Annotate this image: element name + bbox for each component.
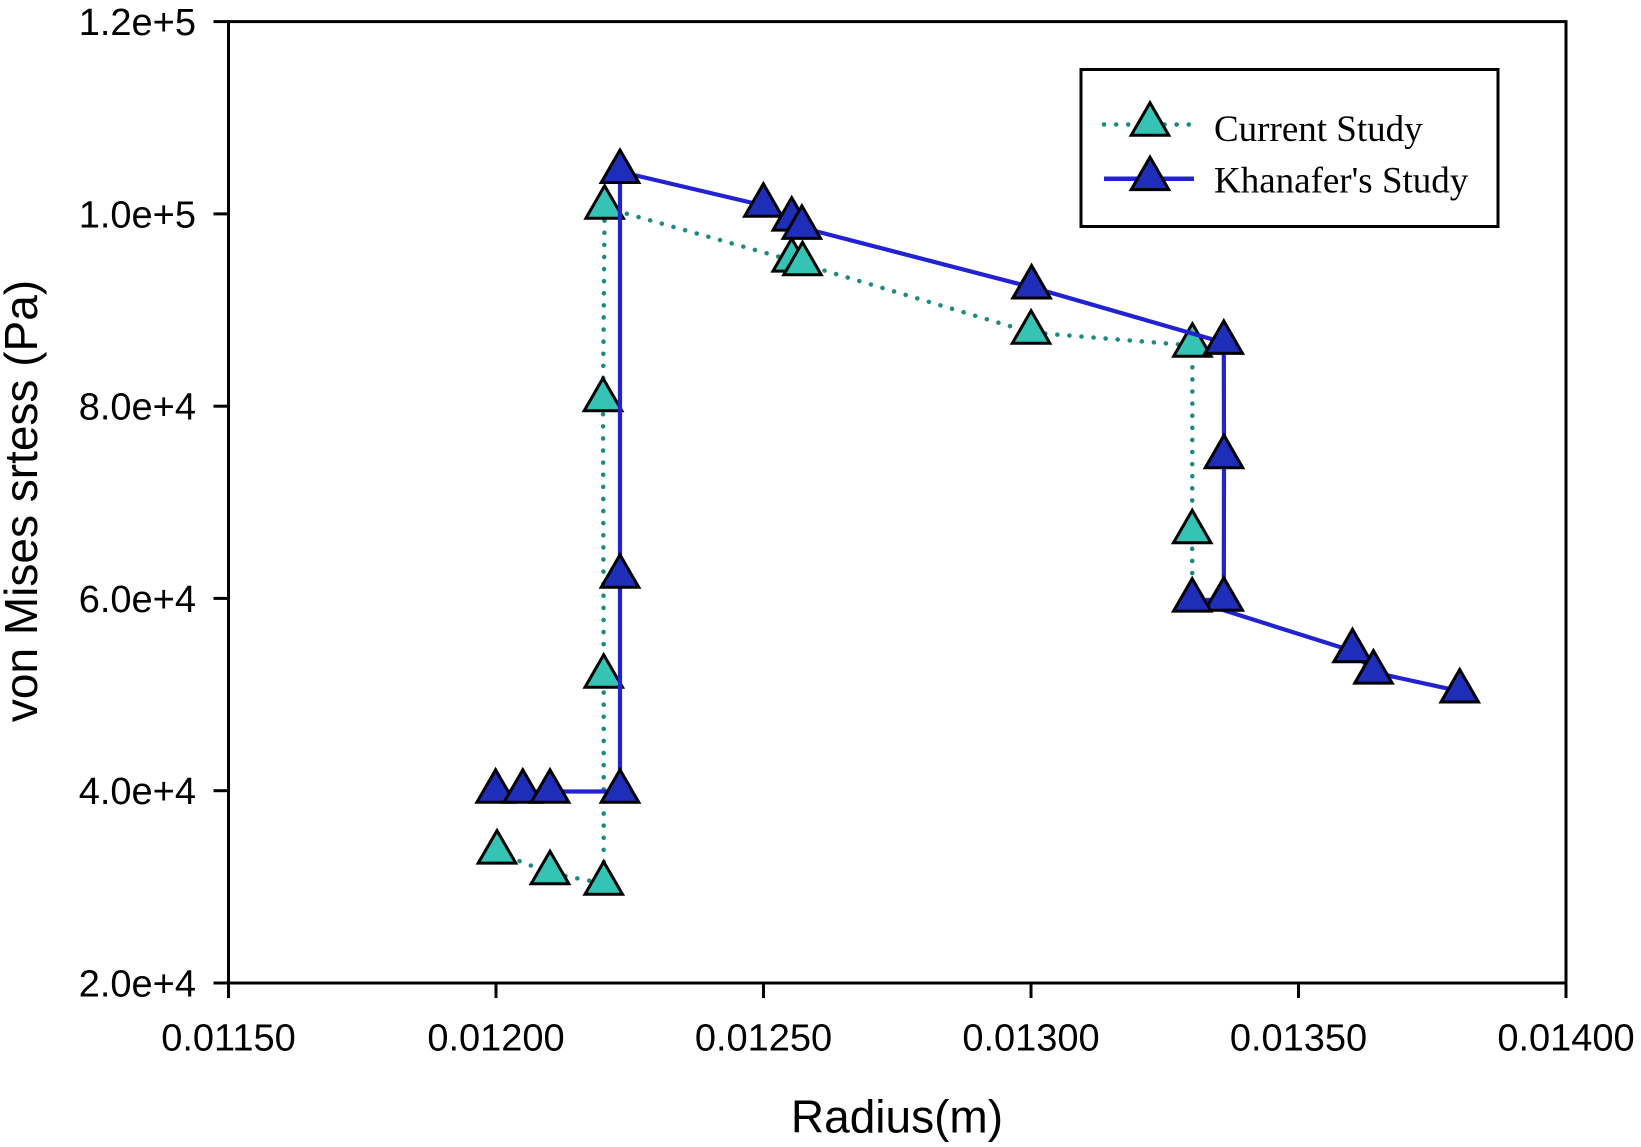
svg-text:0.01250: 0.01250	[695, 1017, 832, 1059]
svg-text:0.01300: 0.01300	[962, 1017, 1099, 1059]
svg-text:1.2e+5: 1.2e+5	[79, 2, 196, 44]
svg-text:4.0e+4: 4.0e+4	[79, 771, 196, 813]
svg-text:8.0e+4: 8.0e+4	[79, 387, 196, 429]
svg-text:0.01400: 0.01400	[1497, 1017, 1634, 1059]
svg-text:6.0e+4: 6.0e+4	[79, 579, 196, 621]
svg-text:Khanafer's Study: Khanafer's Study	[1214, 161, 1469, 202]
svg-text:0.01200: 0.01200	[427, 1017, 564, 1059]
svg-text:2.0e+4: 2.0e+4	[79, 963, 196, 1005]
svg-text:0.01150: 0.01150	[161, 1017, 296, 1059]
svg-text:von Mises srtess (Pa): von Mises srtess (Pa)	[0, 280, 47, 722]
svg-text:1.0e+5: 1.0e+5	[79, 194, 196, 236]
svg-text:0.01350: 0.01350	[1230, 1017, 1367, 1059]
svg-text:Radius(m): Radius(m)	[791, 1091, 1003, 1143]
svg-text:Current Study: Current Study	[1214, 109, 1423, 150]
